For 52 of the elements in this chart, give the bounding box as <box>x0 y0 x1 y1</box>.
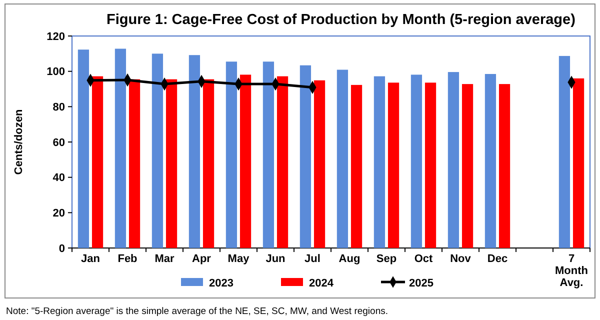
bar <box>314 80 326 248</box>
bar <box>448 72 460 248</box>
bar <box>202 79 214 248</box>
bar <box>114 48 126 248</box>
chart-title: Figure 1: Cage-Free Cost of Production by Month (5-region average) <box>106 12 576 28</box>
x-tick-label: Jun <box>266 253 286 265</box>
bar <box>558 56 570 248</box>
x-tick-label: Oct <box>414 253 433 265</box>
x-tick-label: Nov <box>450 253 472 265</box>
bar <box>78 50 90 248</box>
bar <box>226 62 238 248</box>
x-tick-label: 7 Month Avg. <box>555 253 588 289</box>
bar <box>388 82 400 248</box>
bar <box>410 74 422 248</box>
legend-label: 2023 <box>209 277 234 290</box>
x-tick-label: Apr <box>192 253 212 265</box>
legend-label: 2024 <box>309 277 334 290</box>
bar <box>498 84 510 248</box>
bar <box>374 76 386 248</box>
bar <box>188 55 200 248</box>
x-tick-label: Aug <box>338 253 360 265</box>
y-tick-label: 40 <box>52 172 65 184</box>
y-tick-label: 60 <box>52 136 65 149</box>
x-tick-label: Dec <box>487 253 508 265</box>
x-tick-label: Mar <box>154 253 175 265</box>
y-axis-title: Cents/dozen <box>13 109 25 175</box>
bar <box>262 62 274 248</box>
bar <box>276 76 288 248</box>
y-tick-label: 80 <box>52 102 65 114</box>
bar <box>92 76 104 248</box>
y-tick-label: 0 <box>58 242 65 255</box>
x-tick-label: Jan <box>81 253 100 265</box>
bar <box>350 84 362 248</box>
bar <box>572 78 584 248</box>
x-tick-label: Sep <box>376 253 397 265</box>
text: Note: "5-Region average" is the simple average of the NE, SE, SC, MW, and West regions. <box>6 306 388 317</box>
y-tick-label: 100 <box>46 66 65 78</box>
x-tick-label: Jul <box>304 253 320 265</box>
y-tick-label: 20 <box>52 208 65 220</box>
bar <box>462 84 474 248</box>
bar <box>152 54 164 248</box>
bar <box>128 79 140 248</box>
bar <box>424 82 436 248</box>
bar <box>166 79 178 248</box>
bar <box>336 70 348 248</box>
bar <box>484 74 496 248</box>
bar <box>300 65 312 248</box>
x-tick-label: May <box>228 253 250 265</box>
y-tick-label: 120 <box>46 30 65 43</box>
bar <box>240 74 252 248</box>
x-tick-label: Feb <box>118 253 138 265</box>
legend-label: 2025 <box>409 277 434 290</box>
